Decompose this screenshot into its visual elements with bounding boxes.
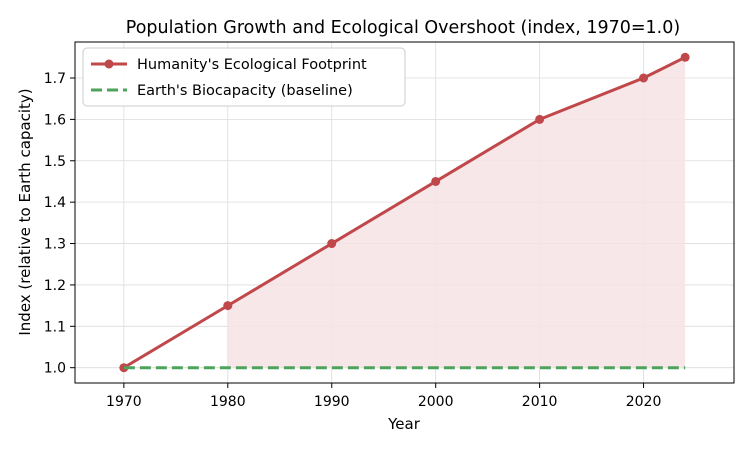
chart-title: Population Growth and Ecological Oversho…: [126, 18, 680, 38]
x-tick-label: 1980: [210, 394, 246, 410]
y-axis: 1.0 1.1 1.2 1.3 1.4 1.5 1.6 1.7: [44, 71, 75, 377]
x-tick-label: 1970: [106, 394, 142, 410]
footprint-point: [223, 301, 233, 311]
fill-layer: [227, 57, 686, 368]
y-tick-label: 1.6: [44, 112, 66, 128]
y-tick-label: 1.4: [44, 195, 66, 211]
y-tick-label: 1.5: [44, 154, 66, 170]
series-layer: [119, 52, 690, 373]
y-tick-label: 1.2: [44, 278, 66, 294]
y-tick-label: 1.3: [44, 237, 66, 253]
x-axis: 1970 1980 1990 2000 2010 2020: [106, 383, 661, 410]
legend-box: [82, 47, 406, 107]
footprint-point: [535, 114, 545, 124]
legend-label: Humanity's Ecological Footprint: [137, 57, 367, 73]
legend-marker: [104, 59, 114, 69]
plot-frame: [74, 41, 735, 384]
y-tick-label: 1.7: [44, 71, 66, 87]
y-tick-label: 1.0: [44, 361, 66, 377]
footprint-point: [680, 52, 690, 62]
y-axis-label: Index (relative to Earth capacity): [16, 88, 34, 335]
y-tick-label: 1.1: [44, 319, 66, 335]
x-tick-label: 2020: [626, 394, 662, 410]
legend-label: Earth's Biocapacity (baseline): [137, 83, 353, 99]
x-tick-label: 1990: [314, 394, 350, 410]
overshoot-area: [227, 57, 686, 368]
footprint-point: [431, 176, 441, 186]
x-tick-label: 2000: [418, 394, 454, 410]
x-axis-label: Year: [387, 415, 421, 433]
x-tick-label: 2010: [522, 394, 558, 410]
footprint-point: [639, 73, 649, 83]
footprint-point: [119, 363, 129, 373]
footprint-point: [327, 239, 337, 249]
legend: Humanity's Ecological Footprint Earth's B…: [82, 47, 406, 107]
